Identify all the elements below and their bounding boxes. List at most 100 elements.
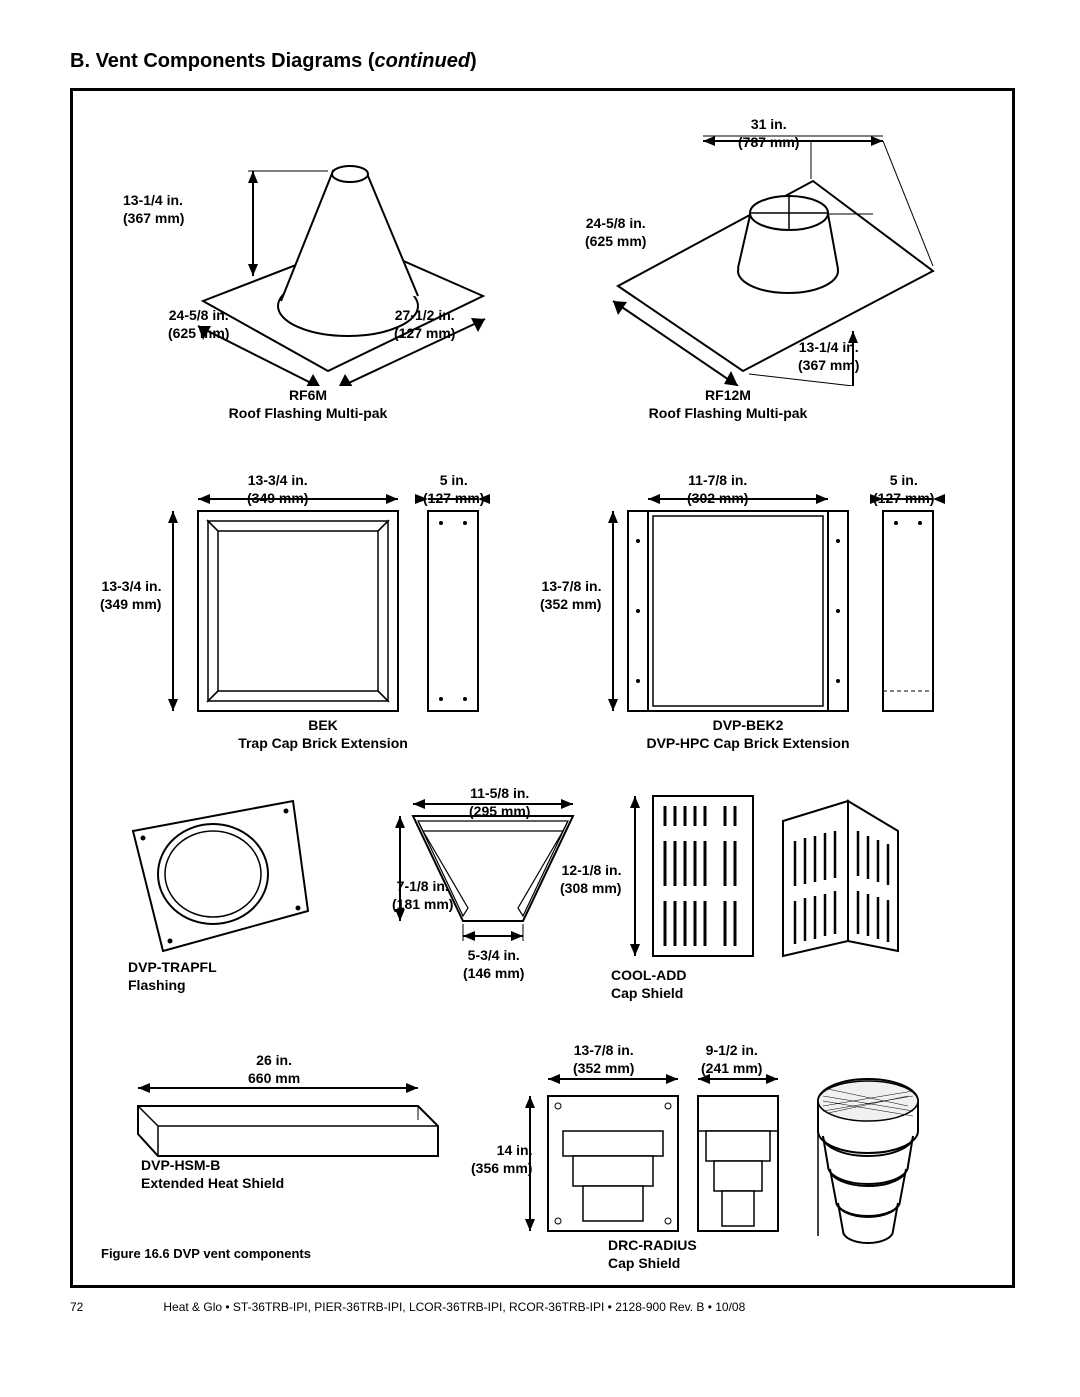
heading-close: ) <box>470 50 477 72</box>
dim-value: 27-1/2 in. <box>395 307 455 323</box>
rf6m-height-label: 13-1/4 in. (367 mm) <box>123 191 184 227</box>
dim-value-mm: (127 mm) <box>423 490 484 506</box>
dvpbek2-diagram <box>603 491 953 721</box>
dim-value-mm: (127 mm) <box>394 325 455 341</box>
dim-value-mm: 660 mm <box>248 1070 300 1086</box>
heading-suffix: continued <box>375 50 471 72</box>
page-footer: 72 Heat & Glo • ST-36TRB-IPI, PIER-36TRB… <box>70 1300 1030 1314</box>
dim-value: 24-5/8 in. <box>586 215 646 231</box>
dim-value-mm: (349 mm) <box>247 490 308 506</box>
drc-diagram <box>518 1061 938 1256</box>
component-desc: Cap Shield <box>611 985 683 1001</box>
dim-value: 13-3/4 in. <box>248 472 308 488</box>
dim-value: 26 in. <box>256 1052 292 1068</box>
cooladd-bot-label: 5-3/4 in. (146 mm) <box>463 946 524 982</box>
cooladd-name: COOL-ADD Cap Shield <box>611 966 771 1002</box>
dim-value: 11-7/8 in. <box>688 472 747 488</box>
heading-prefix: B. <box>70 50 90 72</box>
dvpbek2-name: DVP-BEK2 DVP-HPC Cap Brick Extension <box>618 716 878 752</box>
dim-value: 13-7/8 in. <box>542 578 602 594</box>
rf6m-diagram <box>133 126 513 386</box>
trapfl-diagram <box>118 796 318 956</box>
component-name: COOL-ADD <box>611 967 686 983</box>
rf6m-depth-label: 27-1/2 in. (127 mm) <box>394 306 455 342</box>
dim-value: 13-1/4 in. <box>123 192 183 208</box>
bek-name: BEK Trap Cap Brick Extension <box>213 716 433 752</box>
dim-value-mm: (349 mm) <box>100 596 161 612</box>
cooladd-top-label: 11-5/8 in. (295 mm) <box>469 784 530 820</box>
dim-value-mm: (352 mm) <box>573 1060 634 1076</box>
diagram-frame: 13-1/4 in. (367 mm) 24-5/8 in. (625 mm) … <box>70 88 1015 1288</box>
rf12m-name: RF12M Roof Flashing Multi-pak <box>618 386 838 422</box>
dim-value: 5 in. <box>890 472 918 488</box>
figure-caption: Figure 16.6 DVP vent components <box>101 1246 311 1261</box>
rf12m-height-label: 13-1/4 in. (367 mm) <box>798 338 859 374</box>
dim-value-mm: (625 mm) <box>168 325 229 341</box>
dim-value-mm: (367 mm) <box>798 357 859 373</box>
cooladd-panel <box>623 786 913 971</box>
component-name: BEK <box>308 717 338 733</box>
component-desc: Flashing <box>128 977 186 993</box>
component-name: DRC-RADIUS <box>608 1237 697 1253</box>
dim-value-mm: (181 mm) <box>392 896 453 912</box>
dim-value-mm: (241 mm) <box>701 1060 762 1076</box>
dim-value: 13-1/4 in. <box>799 339 859 355</box>
component-desc: Cap Shield <box>608 1255 680 1271</box>
footer-text: Heat & Glo • ST-36TRB-IPI, PIER-36TRB-IP… <box>163 1300 745 1314</box>
rf6m-name: RF6M Roof Flashing Multi-pak <box>208 386 408 422</box>
drc-w1-label: 13-7/8 in. (352 mm) <box>573 1041 634 1077</box>
hsm-name: DVP-HSM-B Extended Heat Shield <box>141 1156 361 1192</box>
hsm-width-label: 26 in. 660 mm <box>248 1051 300 1087</box>
component-desc: Roof Flashing Multi-pak <box>229 405 388 421</box>
rf12m-depth-label: 24-5/8 in. (625 mm) <box>585 214 646 250</box>
drc-h-label: 14 in. (356 mm) <box>471 1141 532 1177</box>
component-name: RF12M <box>705 387 751 403</box>
dim-value-mm: (367 mm) <box>123 210 184 226</box>
dim-value: 13-7/8 in. <box>574 1042 634 1058</box>
component-name: DVP-TRAPFL <box>128 959 217 975</box>
component-name: RF6M <box>289 387 327 403</box>
component-desc: DVP-HPC Cap Brick Extension <box>646 735 849 751</box>
dim-value-mm: (302 mm) <box>687 490 748 506</box>
cooladd-panel-h-label: 12-1/8 in. (308 mm) <box>560 861 621 897</box>
dim-value-mm: (352 mm) <box>540 596 601 612</box>
dim-value: 5 in. <box>440 472 468 488</box>
rf6m-width-label: 24-5/8 in. (625 mm) <box>168 306 229 342</box>
cooladd-height-label: 7-1/8 in. (181 mm) <box>392 877 453 913</box>
dvpbek2-width-label: 11-7/8 in. (302 mm) <box>687 471 748 507</box>
dim-value: 13-3/4 in. <box>102 578 162 594</box>
page: B. Vent Components Diagrams (continued) <box>0 0 1080 1344</box>
page-number: 72 <box>70 1300 83 1314</box>
dim-value: 9-1/2 in. <box>706 1042 758 1058</box>
drc-w2-label: 9-1/2 in. (241 mm) <box>701 1041 762 1077</box>
component-desc: Roof Flashing Multi-pak <box>649 405 808 421</box>
dvpbek2-side-label: 5 in. (127 mm) <box>873 471 934 507</box>
bek-diagram <box>163 491 493 721</box>
section-heading: B. Vent Components Diagrams (continued) <box>70 50 1030 73</box>
dim-value-mm: (146 mm) <box>463 965 524 981</box>
dim-value: 12-1/8 in. <box>562 862 622 878</box>
dim-value: 31 in. <box>751 116 787 132</box>
dim-value-mm: (625 mm) <box>585 233 646 249</box>
component-name: DVP-HSM-B <box>141 1157 220 1173</box>
drc-name: DRC-RADIUS Cap Shield <box>608 1236 768 1272</box>
bek-height-label: 13-3/4 in. (349 mm) <box>100 577 161 613</box>
component-desc: Extended Heat Shield <box>141 1175 284 1191</box>
dim-value-mm: (295 mm) <box>469 803 530 819</box>
bek-side-label: 5 in. (127 mm) <box>423 471 484 507</box>
bek-width-label: 13-3/4 in. (349 mm) <box>247 471 308 507</box>
rf12m-width-label: 31 in. (787 mm) <box>738 115 799 151</box>
dim-value: 14 in. <box>497 1142 533 1158</box>
dim-value-mm: (127 mm) <box>873 490 934 506</box>
component-name: DVP-BEK2 <box>713 717 784 733</box>
dim-value: 11-5/8 in. <box>470 785 529 801</box>
dim-value-mm: (787 mm) <box>738 134 799 150</box>
component-desc: Trap Cap Brick Extension <box>238 735 408 751</box>
dim-value-mm: (356 mm) <box>471 1160 532 1176</box>
trapfl-name: DVP-TRAPFL Flashing <box>128 958 278 994</box>
dim-value-mm: (308 mm) <box>560 880 621 896</box>
rf12m-diagram <box>563 126 963 386</box>
dim-value: 5-3/4 in. <box>468 947 520 963</box>
dim-value: 24-5/8 in. <box>169 307 229 323</box>
heading-title: Vent Components Diagrams ( <box>96 50 375 72</box>
